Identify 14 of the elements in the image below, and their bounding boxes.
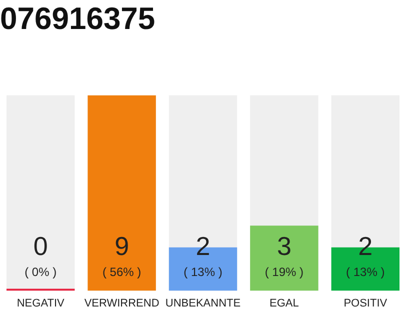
x-tick-label: POSITIV bbox=[344, 297, 388, 310]
annotation: ( 56% ) bbox=[102, 265, 142, 280]
data-label: 3 bbox=[276, 230, 292, 261]
x-tick-label: VERWIRREND bbox=[84, 297, 160, 310]
annotation: ( 19% ) bbox=[264, 265, 304, 280]
annotation: ( 13% ) bbox=[346, 265, 385, 280]
annotation: ( 0% ) bbox=[24, 265, 57, 280]
x-tick-label: UNBEKANNTE bbox=[165, 297, 241, 310]
data-label: 9 bbox=[114, 230, 130, 261]
x-tick-label: EGAL bbox=[270, 297, 299, 310]
x-tick-label: NEGATIV bbox=[16, 297, 65, 310]
chart-title: 076916375 bbox=[0, 1, 156, 36]
annotation: ( 13% ) bbox=[184, 265, 222, 280]
data-label: 0 bbox=[33, 230, 48, 261]
